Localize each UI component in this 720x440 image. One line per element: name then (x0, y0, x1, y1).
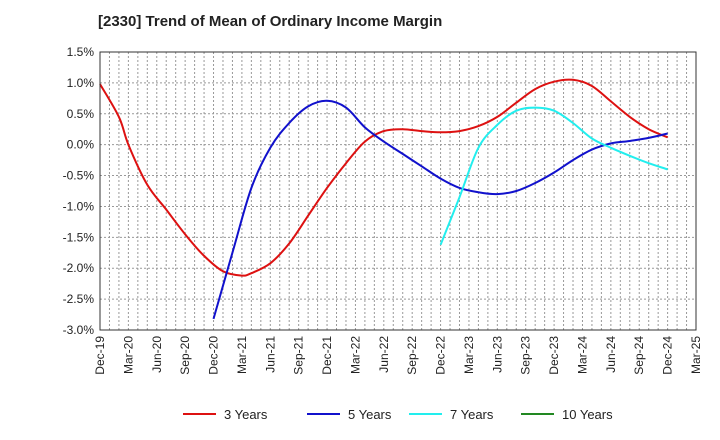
y-tick-label: 0.0% (67, 138, 95, 152)
plot-frame (99, 51, 697, 331)
x-tick-label: Jun-21 (263, 336, 277, 373)
chart-title: [2330] Trend of Mean of Ordinary Income … (98, 13, 442, 30)
x-tick-label: Jun-24 (604, 336, 618, 373)
x-tick-label: Sep-22 (405, 336, 419, 375)
x-tick-label: Dec-24 (661, 336, 675, 375)
legend-label: 3 Years (224, 407, 268, 422)
y-axis: 1.5% 1.0% 0.5% 0.0% -0.5% -1.0% -1.5% -2.0% -2.5… (63, 45, 95, 337)
x-tick-label: Mar-20 (121, 336, 135, 374)
y-tick-label: 1.5% (67, 45, 95, 59)
x-tick-label: Sep-24 (632, 336, 646, 375)
x-tick-label: Sep-21 (292, 336, 306, 375)
x-tick-label: Jun-20 (150, 336, 164, 373)
x-tick-label: Mar-25 (689, 336, 703, 374)
x-tick-label: Dec-23 (547, 336, 561, 375)
series-lines (99, 78, 669, 320)
x-tick-label: Dec-22 (434, 336, 448, 375)
x-tick-label: Jun-23 (490, 336, 504, 373)
y-tick-label: -2.5% (63, 292, 95, 306)
x-tick-label: Jun-22 (377, 336, 391, 373)
legend-label: 7 Years (450, 407, 494, 422)
series-line-5-years (212, 99, 668, 320)
legend-label: 5 Years (348, 407, 392, 422)
y-tick-label: -0.5% (63, 169, 95, 183)
x-tick-label: Mar-24 (575, 336, 589, 374)
y-tick-label: -3.0% (63, 323, 95, 337)
y-tick-label: -1.5% (63, 230, 95, 244)
x-tick-label: Dec-20 (207, 336, 221, 375)
x-axis: Dec-19 Mar-20 Jun-20 Sep-20 Dec-20 Mar-21 Jun-… (93, 336, 703, 375)
x-tick-label: Mar-23 (462, 336, 476, 374)
series-line-7-years (439, 106, 668, 246)
x-tick-label: Dec-21 (320, 336, 334, 375)
x-tick-label: Sep-23 (519, 336, 533, 375)
y-tick-label: 1.0% (67, 76, 95, 90)
y-tick-label: 0.5% (67, 107, 95, 121)
y-tick-label: -1.0% (63, 199, 95, 213)
x-tick-label: Mar-21 (235, 336, 249, 374)
grid-lines (100, 52, 696, 330)
x-tick-label: Mar-22 (348, 336, 362, 374)
legend-label: 10 Years (562, 407, 613, 422)
y-tick-label: -2.0% (63, 261, 95, 275)
x-tick-label: Dec-19 (93, 336, 107, 375)
x-tick-label: Sep-20 (178, 336, 192, 375)
legend: 3 Years 5 Years 7 Years 10 Years (183, 407, 613, 422)
